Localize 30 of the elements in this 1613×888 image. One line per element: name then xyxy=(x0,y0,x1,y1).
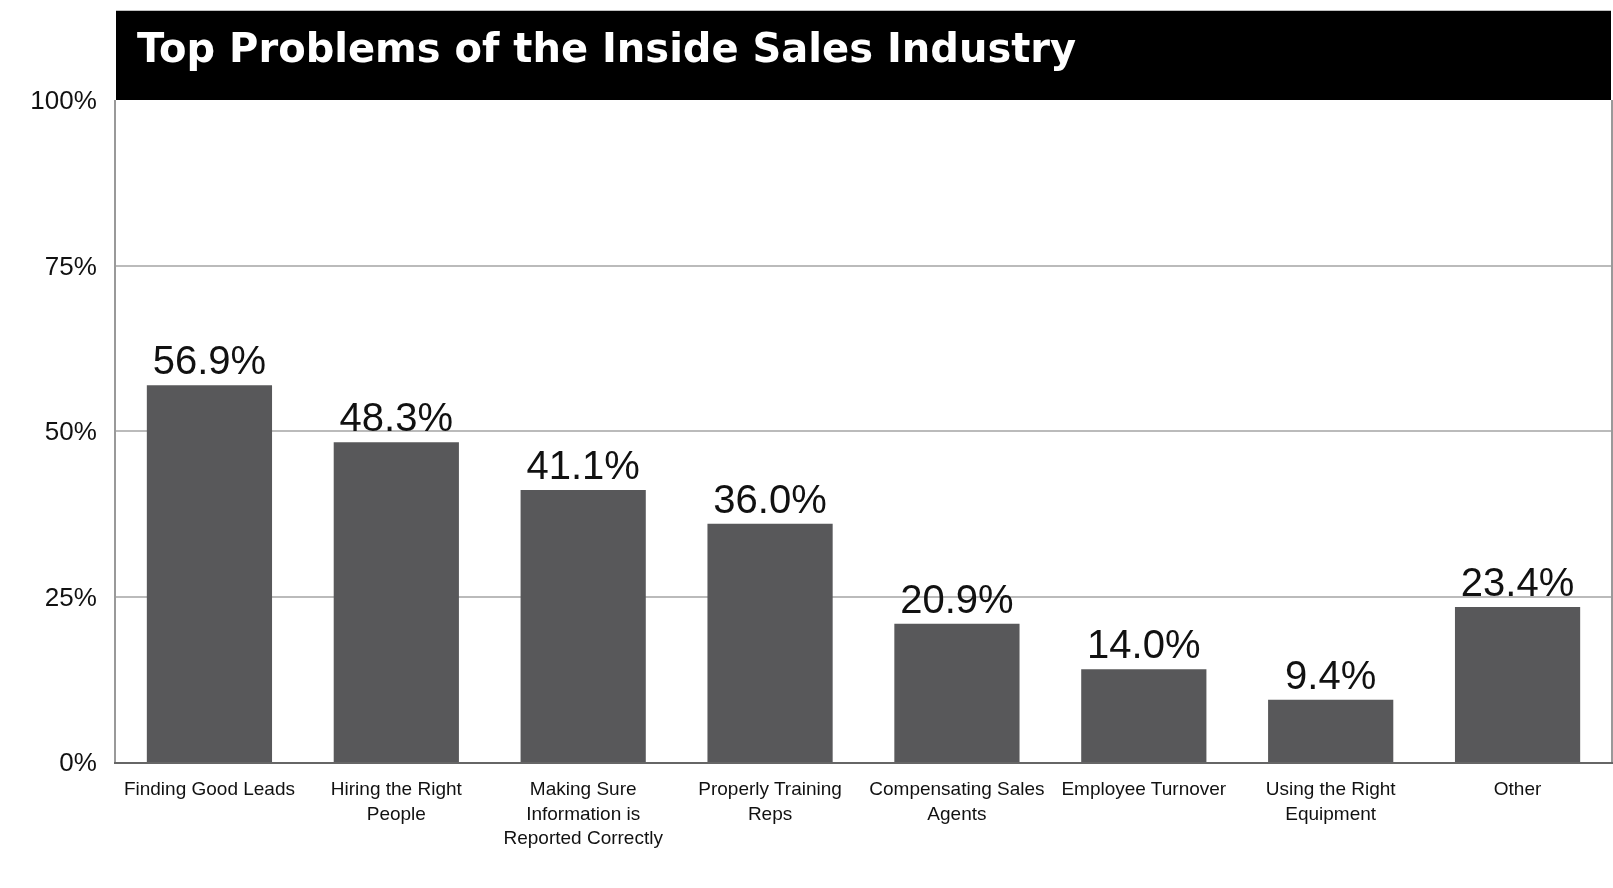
x-tick-label: Hiring the Right People xyxy=(330,777,463,824)
x-tick-label: Other xyxy=(1493,777,1542,799)
bar xyxy=(894,623,1020,762)
data-label: 36.0% xyxy=(713,476,827,521)
data-label: 23.4% xyxy=(1460,560,1575,605)
x-tick-label: Making Sure Information is Reported Correctly xyxy=(503,777,664,849)
x-tick-label: Using the Right Equipment xyxy=(1265,777,1397,824)
bar xyxy=(520,489,646,762)
data-label: 41.1% xyxy=(526,442,640,487)
x-tick-label: Compensating Sales Agents xyxy=(869,777,1045,824)
bar xyxy=(1454,607,1581,762)
data-label: 48.3% xyxy=(339,395,454,440)
chart-title: Top Problems of the Inside Sales Industry xyxy=(137,24,1077,71)
data-label: 14.0% xyxy=(1087,622,1201,667)
bar xyxy=(1081,669,1207,762)
y-tick-label: 0% xyxy=(59,747,97,778)
y-tick-label: 25% xyxy=(44,581,97,612)
bar xyxy=(1268,699,1394,762)
data-label: 20.9% xyxy=(900,576,1014,621)
x-tick-label: Properly Training Reps xyxy=(698,777,842,824)
x-tick-label: Finding Good Leads xyxy=(123,777,295,799)
x-tick-label: Employee Turnover xyxy=(1061,777,1227,799)
bar xyxy=(333,442,459,762)
data-label: 9.4% xyxy=(1285,652,1377,697)
y-tick-label: 50% xyxy=(44,416,97,447)
data-label: 56.9% xyxy=(152,338,267,383)
bar xyxy=(707,523,833,762)
bar xyxy=(146,385,273,762)
y-tick-label: 100% xyxy=(30,85,97,116)
y-tick-label: 75% xyxy=(44,250,97,281)
